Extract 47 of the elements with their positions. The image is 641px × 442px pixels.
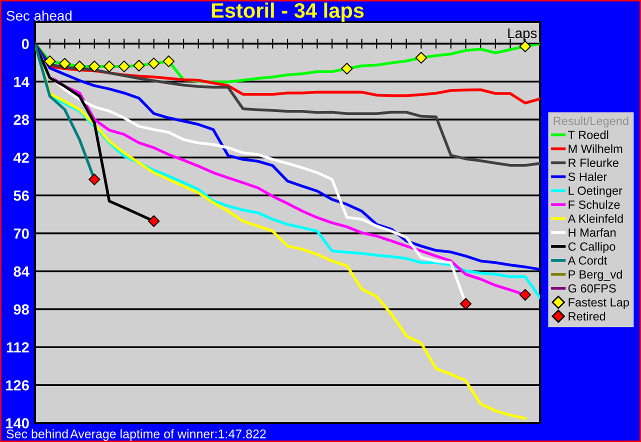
point [148, 58, 160, 70]
point [74, 60, 86, 72]
legend-label: A Kleinfeld [568, 214, 623, 223]
point [103, 60, 116, 72]
y-tick-label: 112 [6, 342, 29, 352]
y-tick-label: 140 [6, 418, 29, 428]
point [88, 60, 100, 72]
point [519, 288, 532, 301]
legend-label: Retired [568, 312, 606, 321]
legend-label: R Fleurke [568, 158, 618, 167]
point [133, 60, 145, 72]
legend-label: S Haler [568, 172, 607, 181]
y-tick-label: 56 [14, 190, 29, 201]
point [415, 52, 428, 64]
legend-label: H Marfan [568, 228, 616, 237]
point [44, 55, 56, 68]
legend-label: L Oetinger [568, 186, 622, 198]
y-tick-label: 70 [14, 228, 29, 239]
y-axis-title: Sec ahead [6, 10, 72, 21]
legend-label: A Cordt [568, 256, 608, 265]
x-axis-title: Laps [508, 28, 537, 41]
legend-label: Fastest Lap [568, 298, 629, 309]
point [460, 298, 472, 310]
point [88, 174, 100, 186]
y-tick-label: 98 [14, 304, 29, 315]
y-tick-label: 84 [14, 266, 30, 277]
point [58, 58, 71, 70]
text: Average laptime of winner:1:47.822 [70, 429, 266, 441]
chart-title: Estoril - 34 laps [212, 2, 364, 22]
point [148, 215, 160, 228]
legend-label: F Schulze [568, 200, 620, 209]
y-tick-label: 42 [13, 152, 29, 163]
legend-label: G 60FPS [568, 284, 616, 293]
point [519, 40, 532, 52]
y-tick-label: 14 [14, 76, 30, 87]
legend-label: C Callipo [568, 242, 616, 254]
point [118, 60, 130, 72]
legend-label: P Berg_vd [568, 270, 622, 281]
point [341, 62, 353, 74]
point [162, 55, 175, 68]
y-tick-label: 126 [6, 380, 29, 390]
y-tick-label: 28 [14, 114, 29, 125]
legend-label: T Roedl [568, 130, 608, 140]
legend-title: Result/Legend [554, 116, 628, 128]
y-tick-label: 0 [22, 38, 29, 50]
legend-label: M Wilhelm [568, 144, 622, 154]
text: Sec behind [6, 429, 68, 438]
